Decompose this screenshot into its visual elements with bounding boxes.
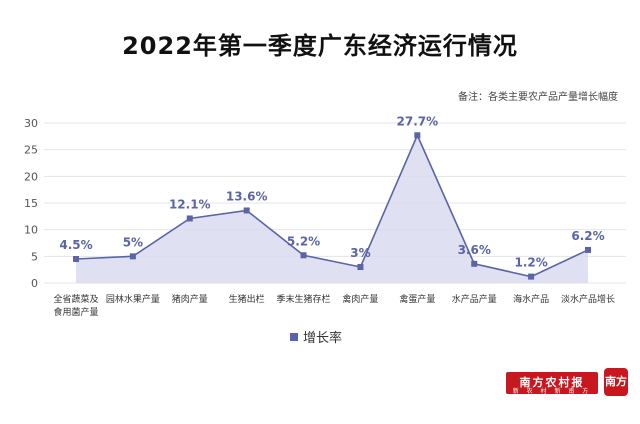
data-label: 4.5% xyxy=(59,238,92,252)
data-point xyxy=(73,256,79,262)
y-tick-label: 0 xyxy=(31,277,38,290)
y-tick-label: 15 xyxy=(24,197,38,210)
x-tick-label: 生猪出栏 xyxy=(229,293,265,305)
chart-title: 2022年第一季度广东经济运行情况 xyxy=(122,32,518,60)
x-tick-label: 食用菌产量 xyxy=(53,306,98,318)
y-tick-label: 10 xyxy=(24,224,38,237)
nanfang-plus-logo: 南方+ xyxy=(604,368,628,416)
x-tick-label: 园林水果产量 xyxy=(106,293,160,305)
data-label: 27.7% xyxy=(397,114,439,128)
y-tick-label: 5 xyxy=(31,250,38,263)
data-label: 5.2% xyxy=(287,234,320,248)
data-point xyxy=(300,252,307,259)
x-tick-label: 季末生猪存栏 xyxy=(277,293,331,305)
legend-label: 增长率 xyxy=(303,330,342,346)
legend-swatch xyxy=(290,333,298,341)
data-label: 12.1% xyxy=(169,197,211,211)
x-tick-label: 全省蔬菜及 xyxy=(53,293,98,305)
data-point xyxy=(585,246,591,253)
data-label: 6.2% xyxy=(571,229,604,243)
x-tick-label: 禽蛋产量 xyxy=(399,293,435,305)
chart-note: 备注：各类主要农产品产量增长幅度 xyxy=(458,92,618,103)
data-point xyxy=(528,273,535,280)
series-area xyxy=(76,135,588,283)
x-tick-label: 淡水产品增长 xyxy=(561,293,615,305)
y-tick-label: 25 xyxy=(24,144,38,157)
newspaper-logo: 南方农村报 新 农 村 新 南 方 xyxy=(506,372,598,395)
data-point xyxy=(129,253,136,260)
y-tick-label: 20 xyxy=(24,170,38,183)
data-label: 13.6% xyxy=(226,189,268,203)
data-point xyxy=(186,215,193,222)
data-point xyxy=(414,132,421,139)
logo-slogan: 新 农 村 新 南 方 xyxy=(512,388,592,395)
data-point xyxy=(471,260,478,267)
data-label: 3% xyxy=(350,246,370,260)
y-tick-label: 30 xyxy=(24,117,38,130)
data-label: 5% xyxy=(123,235,143,249)
logo-name: 南方农村报 xyxy=(519,376,585,389)
series-line xyxy=(75,133,589,278)
data-label: 3.6% xyxy=(458,243,491,257)
x-tick-label: 禽肉产量 xyxy=(342,293,378,305)
x-tick-label: 猪肉产量 xyxy=(172,293,208,305)
data-point xyxy=(357,264,364,270)
data-label: 1.2% xyxy=(514,256,547,270)
x-tick-label: 水产品产量 xyxy=(452,293,497,305)
x-tick-label: 海水产品 xyxy=(513,293,549,305)
data-point xyxy=(243,207,250,214)
